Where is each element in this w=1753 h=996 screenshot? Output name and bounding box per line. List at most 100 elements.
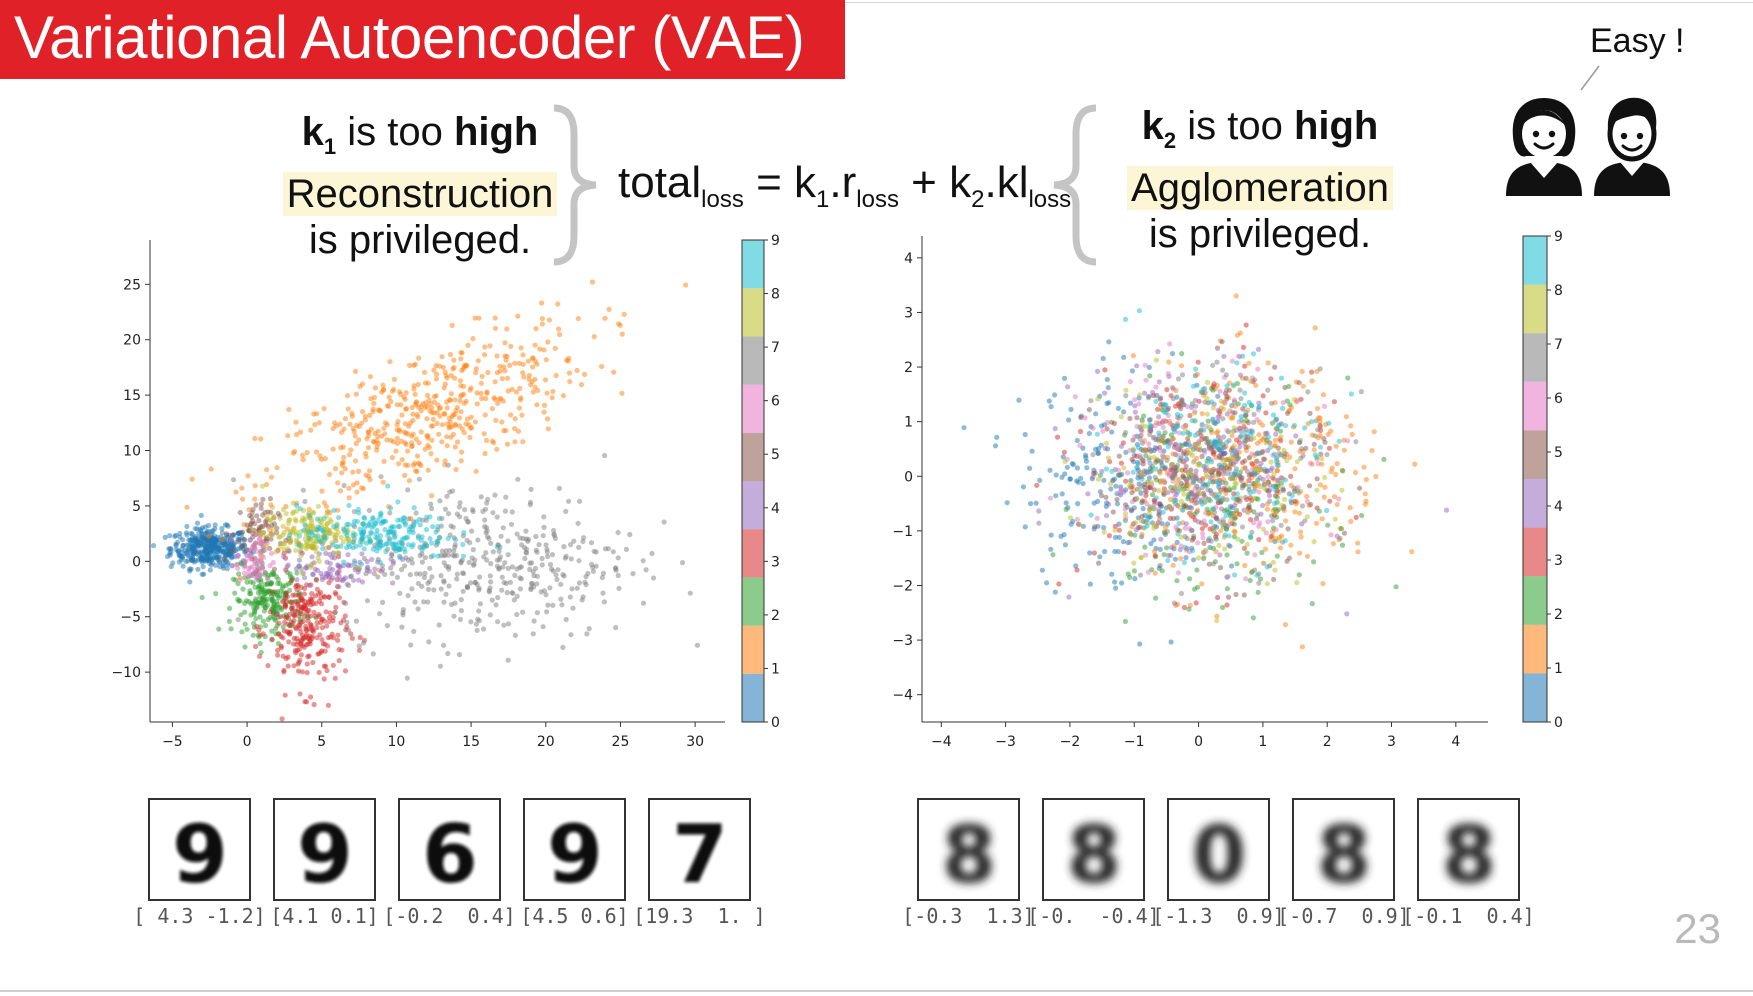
data-point: [437, 413, 443, 419]
data-point: [1103, 513, 1110, 519]
data-point: [1273, 431, 1279, 437]
data-point: [1131, 560, 1137, 566]
data-point: [1353, 514, 1359, 521]
data-point: [310, 659, 316, 666]
data-point: [1143, 377, 1149, 383]
data-point: [450, 412, 456, 418]
data-point: [1127, 539, 1133, 545]
data-point: [1242, 430, 1248, 436]
data-point: [1302, 425, 1308, 431]
data-point: [1371, 429, 1377, 435]
data-point: [452, 444, 458, 450]
scatter-points: [961, 293, 1450, 650]
data-point: [520, 439, 526, 445]
data-point: [1137, 641, 1143, 647]
data-point: [402, 396, 408, 402]
data-point: [1252, 470, 1258, 476]
speech-line-icon: [1580, 65, 1600, 91]
data-point: [257, 583, 263, 589]
data-point: [276, 595, 282, 601]
data-point: [1254, 458, 1260, 464]
data-point: [1106, 533, 1112, 539]
data-point: [1248, 533, 1254, 539]
data-point: [1061, 449, 1067, 455]
data-point: [1226, 542, 1232, 548]
data-point: [425, 433, 431, 439]
data-point: [1135, 445, 1141, 451]
data-point: [1215, 407, 1221, 413]
data-point: [1324, 452, 1330, 458]
data-point: [1246, 483, 1252, 489]
data-point: [1176, 520, 1182, 527]
data-point: [1265, 387, 1271, 393]
data-point: [1361, 464, 1367, 470]
data-point: [1189, 418, 1195, 424]
data-point: [359, 485, 365, 491]
data-point: [345, 406, 351, 412]
data-point: [1256, 405, 1262, 411]
data-point: [1179, 351, 1185, 357]
data-point: [1207, 526, 1213, 532]
data-point: [1254, 512, 1261, 518]
data-point: [1213, 515, 1219, 521]
data-point: [413, 436, 419, 442]
data-point: [1443, 507, 1450, 513]
data-point: [467, 434, 473, 441]
data-point: [1202, 436, 1208, 442]
right-heading-mid: is too: [1176, 104, 1294, 148]
data-point: [363, 454, 369, 460]
data-point: [1257, 438, 1263, 444]
data-point: [619, 331, 625, 337]
data-point: [1108, 481, 1114, 487]
data-point: [1092, 524, 1098, 530]
data-point: [265, 616, 271, 623]
data-point: [439, 422, 446, 428]
data-point: [1172, 484, 1178, 490]
data-point: [439, 354, 445, 360]
data-point: [1241, 344, 1247, 350]
svg-text:7: 7: [672, 808, 728, 899]
data-point: [1195, 507, 1201, 513]
data-point: [1170, 396, 1176, 402]
data-point: [188, 555, 194, 561]
data-point: [1095, 476, 1101, 482]
data-point: [1175, 376, 1182, 382]
data-point: [1267, 498, 1273, 504]
data-point: [521, 374, 527, 380]
data-point: [1127, 415, 1133, 422]
data-point: [1121, 409, 1127, 415]
data-point: [482, 412, 488, 418]
data-point: [557, 331, 563, 338]
data-point: [1251, 495, 1257, 501]
data-point: [1197, 491, 1204, 497]
data-point: [1278, 375, 1285, 381]
data-point: [173, 541, 179, 547]
data-point: [475, 358, 481, 364]
data-point: [1252, 552, 1258, 558]
data-point: [1074, 516, 1080, 523]
data-point: [500, 398, 506, 404]
colorbar-segment: [1523, 430, 1547, 479]
data-point: [1174, 477, 1180, 483]
data-point: [1195, 359, 1201, 365]
data-point: [194, 520, 201, 526]
data-point: [183, 550, 190, 557]
data-point: [166, 546, 172, 552]
data-point: [1108, 486, 1114, 492]
data-point: [1184, 535, 1190, 542]
x-tick-label: −3: [995, 734, 1016, 750]
formula-kl: .kl: [984, 158, 1029, 207]
data-point: [381, 425, 387, 431]
data-point: [1118, 489, 1124, 495]
data-point: [1095, 450, 1101, 456]
data-point: [1157, 516, 1163, 522]
data-point: [279, 716, 285, 722]
x-tick-label: 2: [1323, 734, 1332, 750]
data-point: [1221, 406, 1227, 412]
data-point: [497, 368, 503, 374]
data-point: [1101, 529, 1107, 535]
data-point: [1116, 472, 1122, 478]
data-point: [1131, 568, 1137, 574]
data-point: [1138, 572, 1144, 578]
